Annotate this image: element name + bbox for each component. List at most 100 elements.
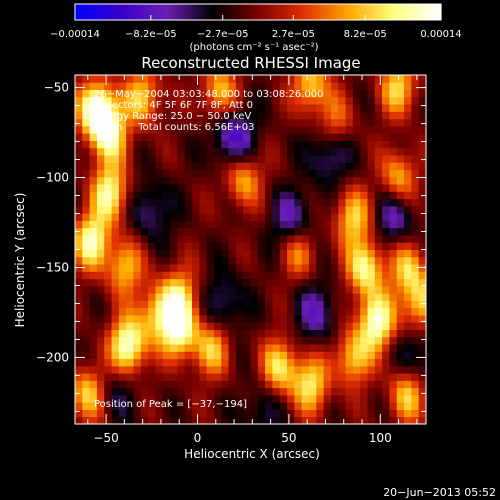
- heatmap-cell: [360, 300, 368, 309]
- heatmap-cell: [243, 365, 251, 374]
- heatmap-cell: [367, 89, 376, 98]
- heatmap-cell: [352, 249, 361, 258]
- heatmap-cell: [360, 314, 368, 323]
- heatmap-cell: [272, 373, 281, 381]
- heatmap-cell: [265, 402, 273, 410]
- heatmap-cell: [396, 213, 405, 221]
- heatmap-cell: [250, 169, 259, 178]
- heatmap-cell: [162, 154, 171, 163]
- heatmap-cell: [213, 365, 222, 374]
- heatmap-cell: [162, 234, 171, 243]
- heatmap-cell: [118, 140, 127, 149]
- heatmap-cell: [272, 118, 281, 127]
- heatmap-cell: [126, 184, 134, 192]
- heatmap-cell: [323, 169, 332, 178]
- heatmap-cell: [265, 300, 273, 309]
- heatmap-cell: [418, 147, 427, 156]
- heatmap-cell: [140, 300, 149, 309]
- heatmap-cell: [221, 96, 230, 105]
- heatmap-cell: [374, 271, 383, 280]
- heatmap-cell: [75, 409, 83, 418]
- heatmap-cell: [352, 416, 361, 425]
- heatmap-cell: [155, 336, 164, 345]
- heatmap-cell: [213, 89, 222, 98]
- heatmap-cell: [192, 285, 200, 294]
- heatmap-cell: [287, 133, 295, 141]
- heatmap-cell: [396, 314, 405, 323]
- heatmap-cell: [96, 75, 105, 83]
- heatmap-cell: [404, 96, 412, 105]
- heatmap-cell: [338, 416, 347, 425]
- heatmap-cell: [389, 314, 398, 323]
- heatmap-cell: [309, 133, 317, 141]
- heatmap-cell: [104, 89, 113, 98]
- annotation-time: 26−May−2004 03:03:48.000 to 03:08:26.000: [94, 89, 324, 100]
- heatmap-cell: [177, 154, 186, 163]
- heatmap-cell: [111, 133, 120, 141]
- heatmap-cell: [396, 104, 405, 112]
- heatmap-cell: [257, 227, 266, 236]
- heatmap-cell: [272, 416, 281, 425]
- heatmap-cell: [294, 191, 303, 200]
- heatmap-cell: [221, 373, 230, 381]
- heatmap-cell: [184, 307, 193, 316]
- heatmap-cell: [111, 104, 120, 112]
- heatmap-cell: [111, 125, 120, 134]
- colorbar-swatch: [279, 4, 283, 20]
- heatmap-cell: [338, 198, 347, 207]
- heatmap-cell: [111, 329, 120, 338]
- heatmap-cell: [170, 169, 178, 178]
- heatmap-cell: [345, 256, 354, 265]
- heatmap-cell: [170, 184, 178, 192]
- heatmap-cell: [140, 351, 149, 360]
- heatmap-cell: [177, 184, 186, 192]
- heatmap-cell: [140, 409, 149, 418]
- heatmap-cell: [418, 169, 427, 178]
- heatmap-cell: [170, 104, 178, 112]
- heatmap-cell: [133, 104, 142, 112]
- heatmap-cell: [272, 162, 281, 171]
- heatmap-cell: [411, 227, 420, 236]
- heatmap-cell: [75, 169, 83, 178]
- heatmap-cell: [418, 249, 427, 258]
- colorbar-frame: [74, 3, 442, 21]
- heatmap-cell: [206, 271, 215, 280]
- heatmap-cell: [316, 184, 325, 192]
- heatmap-cell: [418, 314, 427, 323]
- heatmap-cell: [170, 96, 178, 105]
- heatmap-cell: [133, 227, 142, 236]
- heatmap-cell: [192, 329, 200, 338]
- heatmap-cell: [221, 293, 230, 301]
- heatmap-cell: [192, 205, 200, 214]
- heatmap-cell: [345, 234, 354, 243]
- heatmap-cell: [75, 184, 83, 192]
- heatmap-cell: [213, 336, 222, 345]
- heatmap-cell: [148, 402, 156, 410]
- heatmap-cell: [389, 271, 398, 280]
- heatmap-cell: [228, 351, 237, 360]
- colorbar-swatch: [234, 4, 238, 20]
- heatmap-cell: [177, 373, 186, 381]
- heatmap-cell: [265, 104, 273, 112]
- heatmap-cell: [140, 373, 149, 381]
- heatmap-cell: [199, 256, 208, 265]
- heatmap-cell: [184, 89, 193, 98]
- heatmap-cell: [301, 111, 310, 120]
- heatmap-cell: [89, 96, 98, 105]
- heatmap-cell: [133, 387, 142, 396]
- heatmap-cell: [235, 191, 244, 200]
- heatmap-cell: [96, 293, 105, 301]
- heatmap-cell: [162, 205, 171, 214]
- heatmap-cell: [330, 256, 339, 265]
- heatmap-cell: [170, 205, 178, 214]
- heatmap-cell: [89, 380, 98, 389]
- heatmap-cell: [309, 234, 317, 243]
- heatmap-cell: [162, 198, 171, 207]
- heatmap-cell: [396, 256, 405, 265]
- heatmap-cell: [257, 387, 266, 396]
- heatmap-cell: [213, 176, 222, 185]
- heatmap-cell: [177, 285, 186, 294]
- heatmap-cell: [170, 365, 178, 374]
- heatmap-cell: [133, 271, 142, 280]
- heatmap-cell: [82, 198, 91, 207]
